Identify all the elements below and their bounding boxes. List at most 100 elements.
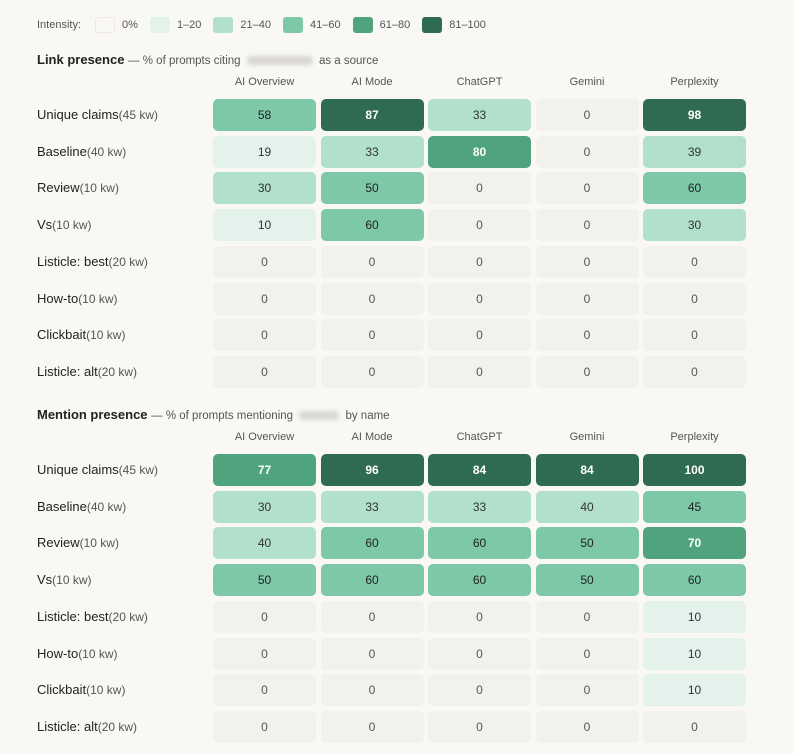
row-label: Listicle: best(20 kw) bbox=[37, 254, 207, 269]
subtitle-suffix: as a source bbox=[318, 55, 379, 67]
heatmap-cell: 0 bbox=[428, 209, 531, 242]
heatmap-cell: 77 bbox=[213, 454, 316, 486]
row-keyword-count: (40 kw) bbox=[86, 499, 127, 514]
heatmap-cell: 50 bbox=[320, 172, 424, 205]
heatmap-cell: 0 bbox=[213, 710, 316, 743]
legend-item: 21–40 bbox=[213, 17, 271, 33]
row-keyword-count: (10 kw) bbox=[78, 291, 118, 306]
heatmap-cell: 39 bbox=[643, 135, 746, 168]
row-label-text: Unique claims bbox=[37, 462, 119, 477]
heatmap-cell: 10 bbox=[643, 637, 746, 670]
heatmap-cell: 30 bbox=[213, 490, 316, 523]
heatmap-cell: 0 bbox=[213, 637, 316, 670]
heatmap-cell: 0 bbox=[428, 172, 531, 205]
row-label: How-to(10 kw) bbox=[37, 291, 207, 306]
heatmap-cell: 0 bbox=[535, 637, 639, 670]
heatmap-cell: 19 bbox=[213, 135, 316, 168]
heatmap-cell: 30 bbox=[213, 172, 316, 205]
heatmap-cell: 0 bbox=[213, 282, 316, 315]
heatmap-cell: 100 bbox=[643, 454, 746, 486]
heatmap-cell: 60 bbox=[643, 172, 746, 205]
row-keyword-count: (10 kw) bbox=[79, 536, 119, 551]
heatmap-cell: 10 bbox=[643, 600, 746, 633]
heatmap-cell: 58 bbox=[213, 99, 316, 131]
heatmap-cell: 0 bbox=[535, 209, 639, 242]
section-title: Mention presence — % of prompts mentioni… bbox=[37, 407, 749, 422]
column-header: Perplexity bbox=[670, 431, 719, 443]
column-header: Gemini bbox=[569, 431, 605, 443]
row-label: Listicle: alt(20 kw) bbox=[37, 719, 207, 734]
legend-item: 41–60 bbox=[283, 17, 341, 33]
heatmap-cell: 0 bbox=[213, 600, 316, 633]
redacted-brand-name bbox=[299, 411, 340, 421]
row-label-text: Listicle: best bbox=[37, 608, 109, 624]
heatmap-cell: 33 bbox=[428, 490, 531, 523]
legend-item: 81–100 bbox=[422, 17, 486, 33]
row-keyword-count: (10 kw) bbox=[78, 646, 118, 661]
heatmap-cell: 0 bbox=[428, 637, 531, 670]
legend-swatch bbox=[149, 17, 170, 33]
mention-presence-section: Mention presence — % of prompts mentioni… bbox=[37, 407, 749, 743]
legend-label: 61–80 bbox=[379, 19, 411, 31]
row-keyword-count: (10 kw) bbox=[52, 218, 92, 233]
section-title-text: Mention presence bbox=[37, 407, 148, 422]
row-label-text: Unique claims bbox=[37, 107, 119, 122]
row-label: Listicle: alt(20 kw) bbox=[37, 364, 207, 379]
row-label: Clickbait(10 kw) bbox=[37, 682, 207, 697]
heatmap-cell: 50 bbox=[535, 564, 639, 597]
heatmap-cell: 60 bbox=[643, 564, 746, 597]
heatmap-cell: 0 bbox=[535, 600, 639, 633]
row-keyword-count: (10 kw) bbox=[52, 573, 92, 588]
heatmap-cell: 0 bbox=[428, 319, 531, 352]
heatmap-cell: 0 bbox=[320, 710, 424, 743]
legend-title: Intensity: bbox=[37, 19, 82, 31]
heatmap-cell: 10 bbox=[643, 674, 746, 707]
heatmap-cell: 0 bbox=[320, 637, 424, 670]
heatmap-cell: 60 bbox=[428, 527, 531, 560]
column-headers: AI Overview AI Mode ChatGPT Gemini Perplexit… bbox=[213, 76, 749, 90]
row-label-text: Vs bbox=[37, 572, 53, 588]
heatmap-cell: 0 bbox=[535, 172, 639, 205]
heatmap-cell: 0 bbox=[428, 355, 531, 388]
heatmap-cell: 0 bbox=[320, 600, 424, 633]
subtitle-suffix: by name bbox=[345, 410, 390, 422]
heatmap-cell: 40 bbox=[213, 527, 316, 560]
column-header: AI Mode bbox=[351, 76, 393, 88]
row-label-text: Baseline bbox=[37, 498, 87, 514]
legend-swatch bbox=[95, 17, 116, 33]
heatmap-cell: 0 bbox=[643, 319, 746, 352]
heatmap-cell: 50 bbox=[213, 564, 316, 597]
row-label-text: Listicle: alt bbox=[37, 718, 98, 734]
row-label: Vs(10 kw) bbox=[37, 572, 207, 587]
row-label-text: Clickbait bbox=[37, 327, 87, 343]
legend-swatch bbox=[213, 17, 234, 33]
heatmap-cell: 0 bbox=[535, 99, 639, 131]
heatmap-cell: 84 bbox=[535, 454, 639, 486]
row-keyword-count: (10 kw) bbox=[79, 181, 119, 196]
legend-item: 0% bbox=[95, 17, 138, 33]
heatmap-cell: 0 bbox=[535, 710, 639, 743]
heatmap-cell: 0 bbox=[535, 282, 639, 315]
heatmap-cell: 0 bbox=[643, 245, 746, 278]
legend-swatch bbox=[352, 17, 373, 33]
legend-label: 1–20 bbox=[176, 19, 202, 31]
row-keyword-count: (45 kw) bbox=[118, 108, 158, 122]
heatmap-cell: 0 bbox=[320, 319, 424, 352]
section-title-text: Link presence bbox=[37, 52, 125, 67]
heatmap-cell: 70 bbox=[643, 527, 746, 560]
row-label-text: Review bbox=[37, 535, 80, 551]
heatmap-cell: 0 bbox=[643, 355, 746, 388]
heatmap-cell: 0 bbox=[535, 355, 639, 388]
column-header: ChatGPT bbox=[456, 431, 503, 443]
heatmap-cell: 0 bbox=[213, 245, 316, 278]
row-label-text: Review bbox=[37, 180, 80, 196]
row-label-text: Clickbait bbox=[37, 682, 87, 698]
section-subtitle: — % of prompts citing as a source bbox=[128, 55, 378, 67]
row-label-text: How-to bbox=[37, 645, 79, 661]
subtitle-prefix: — % of prompts mentioning bbox=[151, 410, 294, 422]
row-keyword-count: (20 kw) bbox=[97, 719, 138, 734]
heatmap-cell: 0 bbox=[535, 674, 639, 707]
row-label: Baseline(40 kw) bbox=[37, 144, 207, 159]
row-label: Baseline(40 kw) bbox=[37, 499, 207, 514]
